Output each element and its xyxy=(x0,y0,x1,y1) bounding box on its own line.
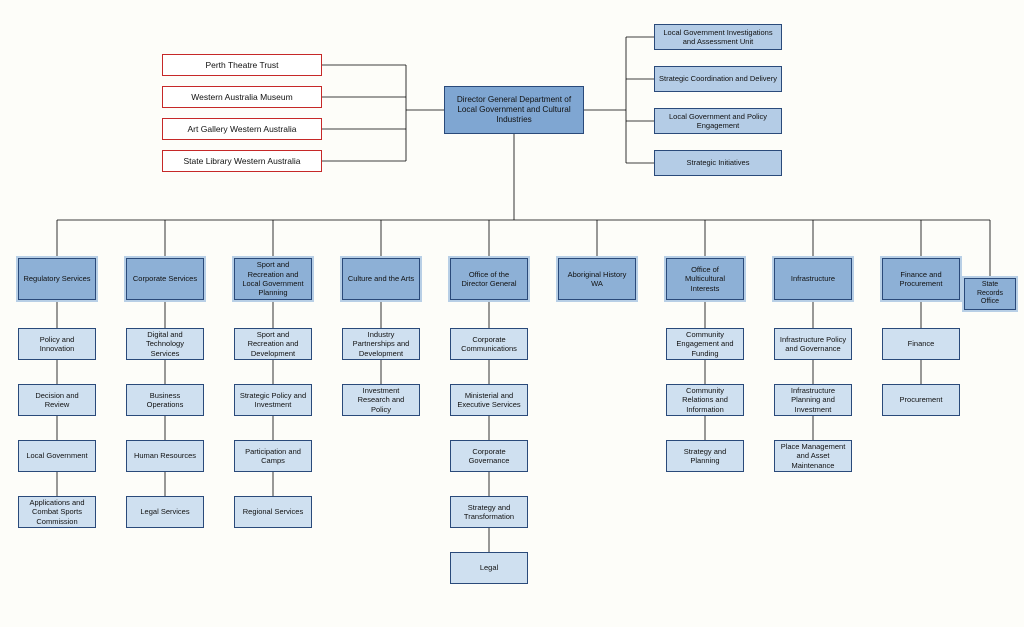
external-box-3: State Library Western Australia xyxy=(162,150,322,172)
sub-box-4-4: Legal xyxy=(450,552,528,584)
sub-box-7-1: Infrastructure Planning and Investment xyxy=(774,384,852,416)
dept-box-7: Infrastructure xyxy=(774,258,852,300)
dept-box-9: State Records Office xyxy=(964,278,1016,310)
external-box-0: Perth Theatre Trust xyxy=(162,54,322,76)
sub-box-4-3: Strategy and Transformation xyxy=(450,496,528,528)
sub-box-0-3: Applications and Combat Sports Commissio… xyxy=(18,496,96,528)
sub-box-6-2: Strategy and Planning xyxy=(666,440,744,472)
sub-box-3-0: Industry Partnerships and Development xyxy=(342,328,420,360)
dept-box-3: Culture and the Arts xyxy=(342,258,420,300)
sub-box-3-1: Investment Research and Policy xyxy=(342,384,420,416)
sub-box-6-0: Community Engagement and Funding xyxy=(666,328,744,360)
sub-box-4-0: Corporate Communications xyxy=(450,328,528,360)
sub-box-0-1: Decision and Review xyxy=(18,384,96,416)
sub-box-8-0: Finance xyxy=(882,328,960,360)
sub-box-2-3: Regional Services xyxy=(234,496,312,528)
side-box-2: Local Government and Policy Engagement xyxy=(654,108,782,134)
sub-box-0-0: Policy and Innovation xyxy=(18,328,96,360)
sub-box-4-1: Ministerial and Executive Services xyxy=(450,384,528,416)
side-box-0: Local Government Investigations and Asse… xyxy=(654,24,782,50)
sub-box-1-2: Human Resources xyxy=(126,440,204,472)
sub-box-2-1: Strategic Policy and Investment xyxy=(234,384,312,416)
dept-box-2: Sport and Recreation and Local Governmen… xyxy=(234,258,312,300)
sub-box-4-2: Corporate Governance xyxy=(450,440,528,472)
sub-box-2-0: Sport and Recreation and Development xyxy=(234,328,312,360)
root-box: Director General Department of Local Gov… xyxy=(444,86,584,134)
dept-box-1: Corporate Services xyxy=(126,258,204,300)
sub-box-1-1: Business Operations xyxy=(126,384,204,416)
sub-box-0-2: Local Government xyxy=(18,440,96,472)
sub-box-7-0: Infrastructure Policy and Governance xyxy=(774,328,852,360)
external-box-2: Art Gallery Western Australia xyxy=(162,118,322,140)
sub-box-8-1: Procurement xyxy=(882,384,960,416)
dept-box-8: Finance and Procurement xyxy=(882,258,960,300)
sub-box-2-2: Participation and Camps xyxy=(234,440,312,472)
side-box-3: Strategic Initiatives xyxy=(654,150,782,176)
sub-box-1-3: Legal Services xyxy=(126,496,204,528)
dept-box-4: Office of the Director General xyxy=(450,258,528,300)
sub-box-7-2: Place Management and Asset Maintenance xyxy=(774,440,852,472)
sub-box-6-1: Community Relations and Information xyxy=(666,384,744,416)
dept-box-6: Office of Multicultural Interests xyxy=(666,258,744,300)
sub-box-1-0: Digital and Technology Services xyxy=(126,328,204,360)
side-box-1: Strategic Coordination and Delivery xyxy=(654,66,782,92)
external-box-1: Western Australia Museum xyxy=(162,86,322,108)
dept-box-0: Regulatory Services xyxy=(18,258,96,300)
dept-box-5: Aboriginal History WA xyxy=(558,258,636,300)
